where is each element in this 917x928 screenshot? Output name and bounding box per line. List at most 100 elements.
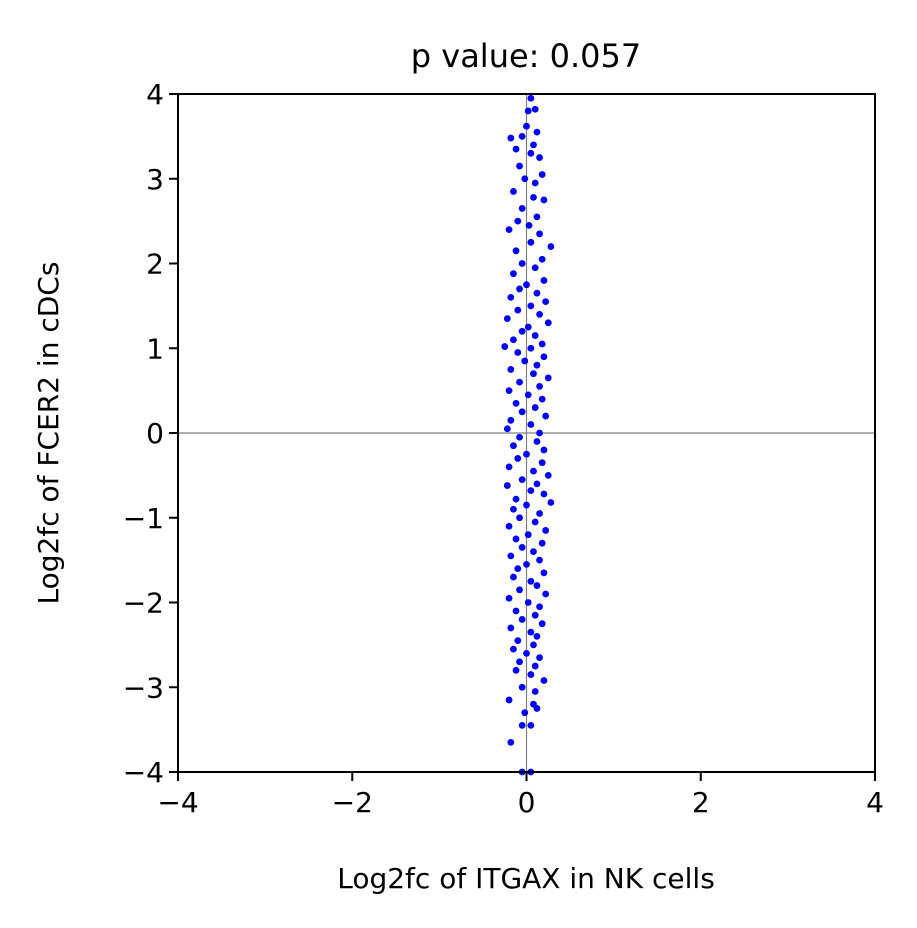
data-point <box>510 270 517 278</box>
y-axis-ticks: −4 −3 −2 −1 0 1 2 3 4 <box>123 78 178 789</box>
data-point <box>518 260 526 267</box>
data-point <box>518 476 526 484</box>
data-point <box>507 552 515 560</box>
data-point <box>521 709 529 717</box>
data-point <box>531 611 539 619</box>
data-point <box>523 281 530 289</box>
data-point <box>531 404 539 411</box>
data-point <box>512 607 520 615</box>
data-point <box>510 505 517 513</box>
data-point <box>510 573 517 581</box>
data-point <box>514 349 522 356</box>
data-point <box>538 459 546 467</box>
data-point <box>507 134 515 142</box>
data-point <box>544 319 552 327</box>
data-point <box>544 471 552 479</box>
data-point <box>521 175 529 183</box>
data-point <box>527 344 535 352</box>
data-point <box>503 315 511 322</box>
data-point <box>533 633 541 640</box>
data-point <box>544 374 552 382</box>
data-point <box>501 343 509 350</box>
data-point <box>503 425 511 433</box>
data-point <box>540 196 548 204</box>
data-point <box>505 226 513 234</box>
data-point <box>531 518 539 526</box>
data-point <box>547 243 555 250</box>
x-tick-label: −4 <box>157 786 198 819</box>
y-tick-label: 4 <box>146 78 164 111</box>
data-point <box>516 586 523 594</box>
data-point <box>514 565 522 572</box>
data-point <box>516 658 523 666</box>
y-tick-label: −3 <box>123 671 164 704</box>
data-point <box>525 221 533 229</box>
data-point <box>527 149 535 157</box>
data-point <box>518 721 526 729</box>
y-tick-label: −4 <box>123 756 164 789</box>
data-point <box>523 501 530 509</box>
data-point <box>518 544 526 551</box>
data-point <box>538 340 546 348</box>
data-point <box>523 450 530 458</box>
data-point <box>536 429 543 437</box>
data-point <box>536 154 543 161</box>
data-point <box>518 327 526 335</box>
data-point <box>540 353 548 361</box>
data-point <box>512 399 520 407</box>
data-point <box>530 467 537 475</box>
x-tick-label: −2 <box>332 786 373 819</box>
data-point <box>540 490 548 498</box>
data-points <box>501 94 555 776</box>
data-point <box>514 306 522 314</box>
data-point <box>527 577 535 585</box>
chart-title: p value: 0.057 <box>411 37 641 75</box>
data-point <box>518 132 526 140</box>
data-point <box>536 230 543 238</box>
data-point <box>536 556 543 564</box>
data-point <box>518 205 526 212</box>
x-tick-label: 0 <box>518 786 536 819</box>
data-point <box>527 628 535 636</box>
data-point <box>542 527 550 534</box>
data-point <box>542 590 550 598</box>
data-point <box>512 145 520 153</box>
data-point <box>527 94 535 102</box>
data-point <box>505 696 513 704</box>
data-point <box>538 539 546 547</box>
data-point <box>533 438 541 445</box>
y-tick-label: −2 <box>123 587 164 620</box>
data-point <box>538 255 546 263</box>
data-point <box>518 683 526 691</box>
data-point <box>512 535 520 543</box>
y-axis-label: Log2fc of FCER2 in cDCs <box>32 262 65 605</box>
data-point <box>510 188 517 195</box>
data-point <box>530 194 537 201</box>
data-point <box>527 302 535 310</box>
data-point <box>505 594 513 602</box>
data-point <box>512 666 520 674</box>
data-point <box>533 480 541 488</box>
x-axis-ticks: −4 −2 0 2 4 <box>157 772 884 819</box>
data-point <box>523 122 530 130</box>
data-point <box>516 285 523 293</box>
data-point <box>527 721 535 729</box>
data-point <box>518 616 526 623</box>
data-point <box>503 482 511 489</box>
data-point <box>530 370 537 378</box>
data-point <box>505 522 513 530</box>
data-point <box>530 141 537 149</box>
data-point <box>521 357 529 365</box>
data-point <box>530 641 537 649</box>
data-point <box>512 247 520 255</box>
data-point <box>516 514 523 522</box>
data-point <box>512 495 520 503</box>
data-point <box>530 548 537 556</box>
data-point <box>536 310 543 318</box>
data-point <box>510 442 517 450</box>
data-point <box>540 569 548 577</box>
y-tick-label: −1 <box>123 502 164 535</box>
data-point <box>527 487 535 495</box>
data-point <box>524 323 532 331</box>
